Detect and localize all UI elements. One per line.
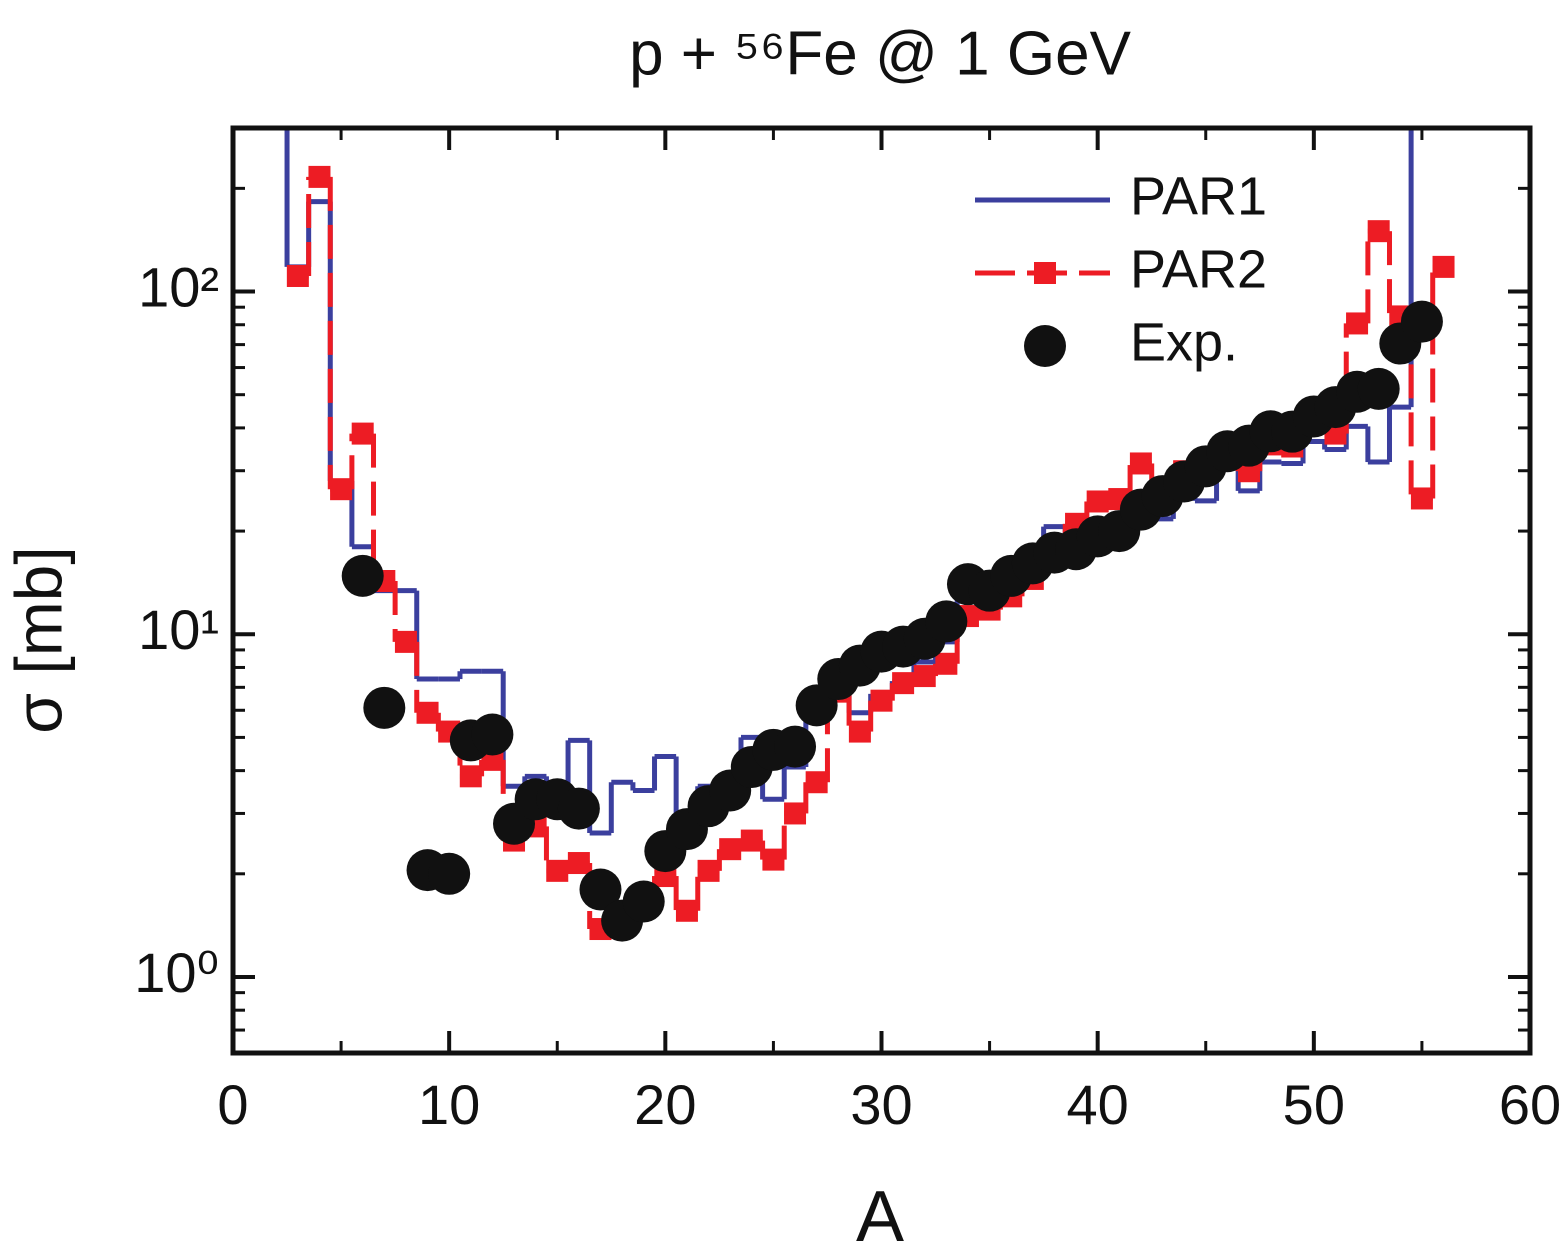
data-point xyxy=(1432,255,1455,278)
data-point xyxy=(784,802,807,825)
data-point xyxy=(913,665,936,688)
data-point xyxy=(762,848,785,871)
data-point xyxy=(805,771,828,794)
legend-marker xyxy=(1024,325,1066,367)
x-tick-label: 0 xyxy=(217,1073,248,1136)
data-point xyxy=(557,787,600,830)
y-axis-label: σ [mb] xyxy=(1,546,75,733)
data-point xyxy=(416,701,439,724)
y-tick-label: 10⁰ xyxy=(134,941,219,1004)
data-point xyxy=(308,165,331,188)
data-point xyxy=(622,880,665,923)
data-point xyxy=(579,868,622,911)
plot-frame xyxy=(230,125,1533,1056)
data-point xyxy=(363,686,406,729)
data-point xyxy=(870,689,893,712)
x-tick-label: 40 xyxy=(1067,1073,1129,1136)
chart-title: p + ⁵⁶Fe @ 1 GeV xyxy=(629,19,1132,88)
data-point xyxy=(697,859,720,882)
data-point xyxy=(675,899,698,922)
x-tick-label: 50 xyxy=(1283,1073,1345,1136)
y-tick-label: 10¹ xyxy=(138,598,219,661)
x-tick-label: 20 xyxy=(634,1073,696,1136)
data-point xyxy=(848,720,871,743)
data-point xyxy=(341,554,384,597)
data-point xyxy=(394,630,417,653)
data-point xyxy=(471,713,514,756)
data-point xyxy=(719,838,742,861)
x-tick-label: 30 xyxy=(850,1073,912,1136)
data-point xyxy=(740,829,763,852)
data-point xyxy=(330,478,353,501)
data-point xyxy=(1086,490,1109,513)
legend-label: PAR2 xyxy=(1130,239,1267,299)
data-point xyxy=(546,859,569,882)
data-point xyxy=(1357,367,1400,410)
data-point xyxy=(1367,220,1390,243)
data-point xyxy=(428,852,471,895)
legend-label: PAR1 xyxy=(1130,166,1267,226)
data-point xyxy=(935,652,958,675)
data-point xyxy=(1410,487,1433,510)
y-tick-label: 10² xyxy=(138,255,219,318)
legend-label: Exp. xyxy=(1130,312,1238,372)
plot-area xyxy=(284,128,1455,942)
x-tick-label: 10 xyxy=(418,1073,480,1136)
x-axis-label: A xyxy=(856,1177,904,1242)
data-point xyxy=(1346,312,1369,335)
legend-marker xyxy=(1034,262,1056,284)
data-point xyxy=(774,725,817,768)
data-point xyxy=(892,672,915,695)
data-point xyxy=(925,600,968,643)
x-tick-label: 60 xyxy=(1499,1073,1561,1136)
data-point xyxy=(286,264,309,287)
data-point xyxy=(351,422,374,445)
data-point xyxy=(459,765,482,788)
data-point xyxy=(567,852,590,875)
data-point xyxy=(1400,300,1443,343)
data-point xyxy=(1129,452,1152,475)
